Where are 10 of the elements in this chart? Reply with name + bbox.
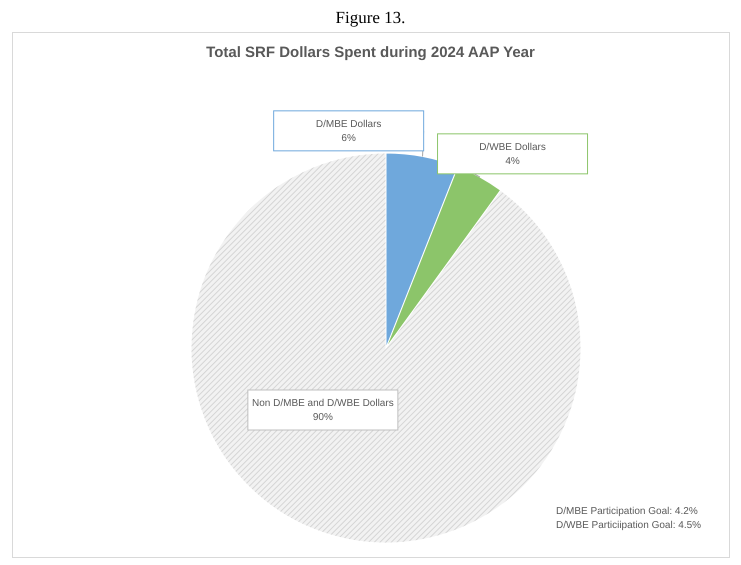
data-label: 4%: [505, 156, 520, 167]
slice-label: D/MBE Dollars: [316, 118, 382, 130]
caption: Figure 13.: [334, 8, 406, 28]
slice-label: D/WBE Dollars: [479, 142, 546, 153]
slice-label: Non D/MBE and D/WBE Dollars: [252, 398, 394, 409]
text: D/MBE Participation Goal: 4.2%: [556, 505, 699, 519]
data-label: 90%: [312, 412, 333, 423]
chart-title: Total SRF Dollars Spent during 2024 AAP Year: [205, 44, 536, 61]
text: D/WBE Particiipation Goal: 4.5%: [556, 519, 702, 533]
data-label: 6%: [341, 132, 356, 144]
